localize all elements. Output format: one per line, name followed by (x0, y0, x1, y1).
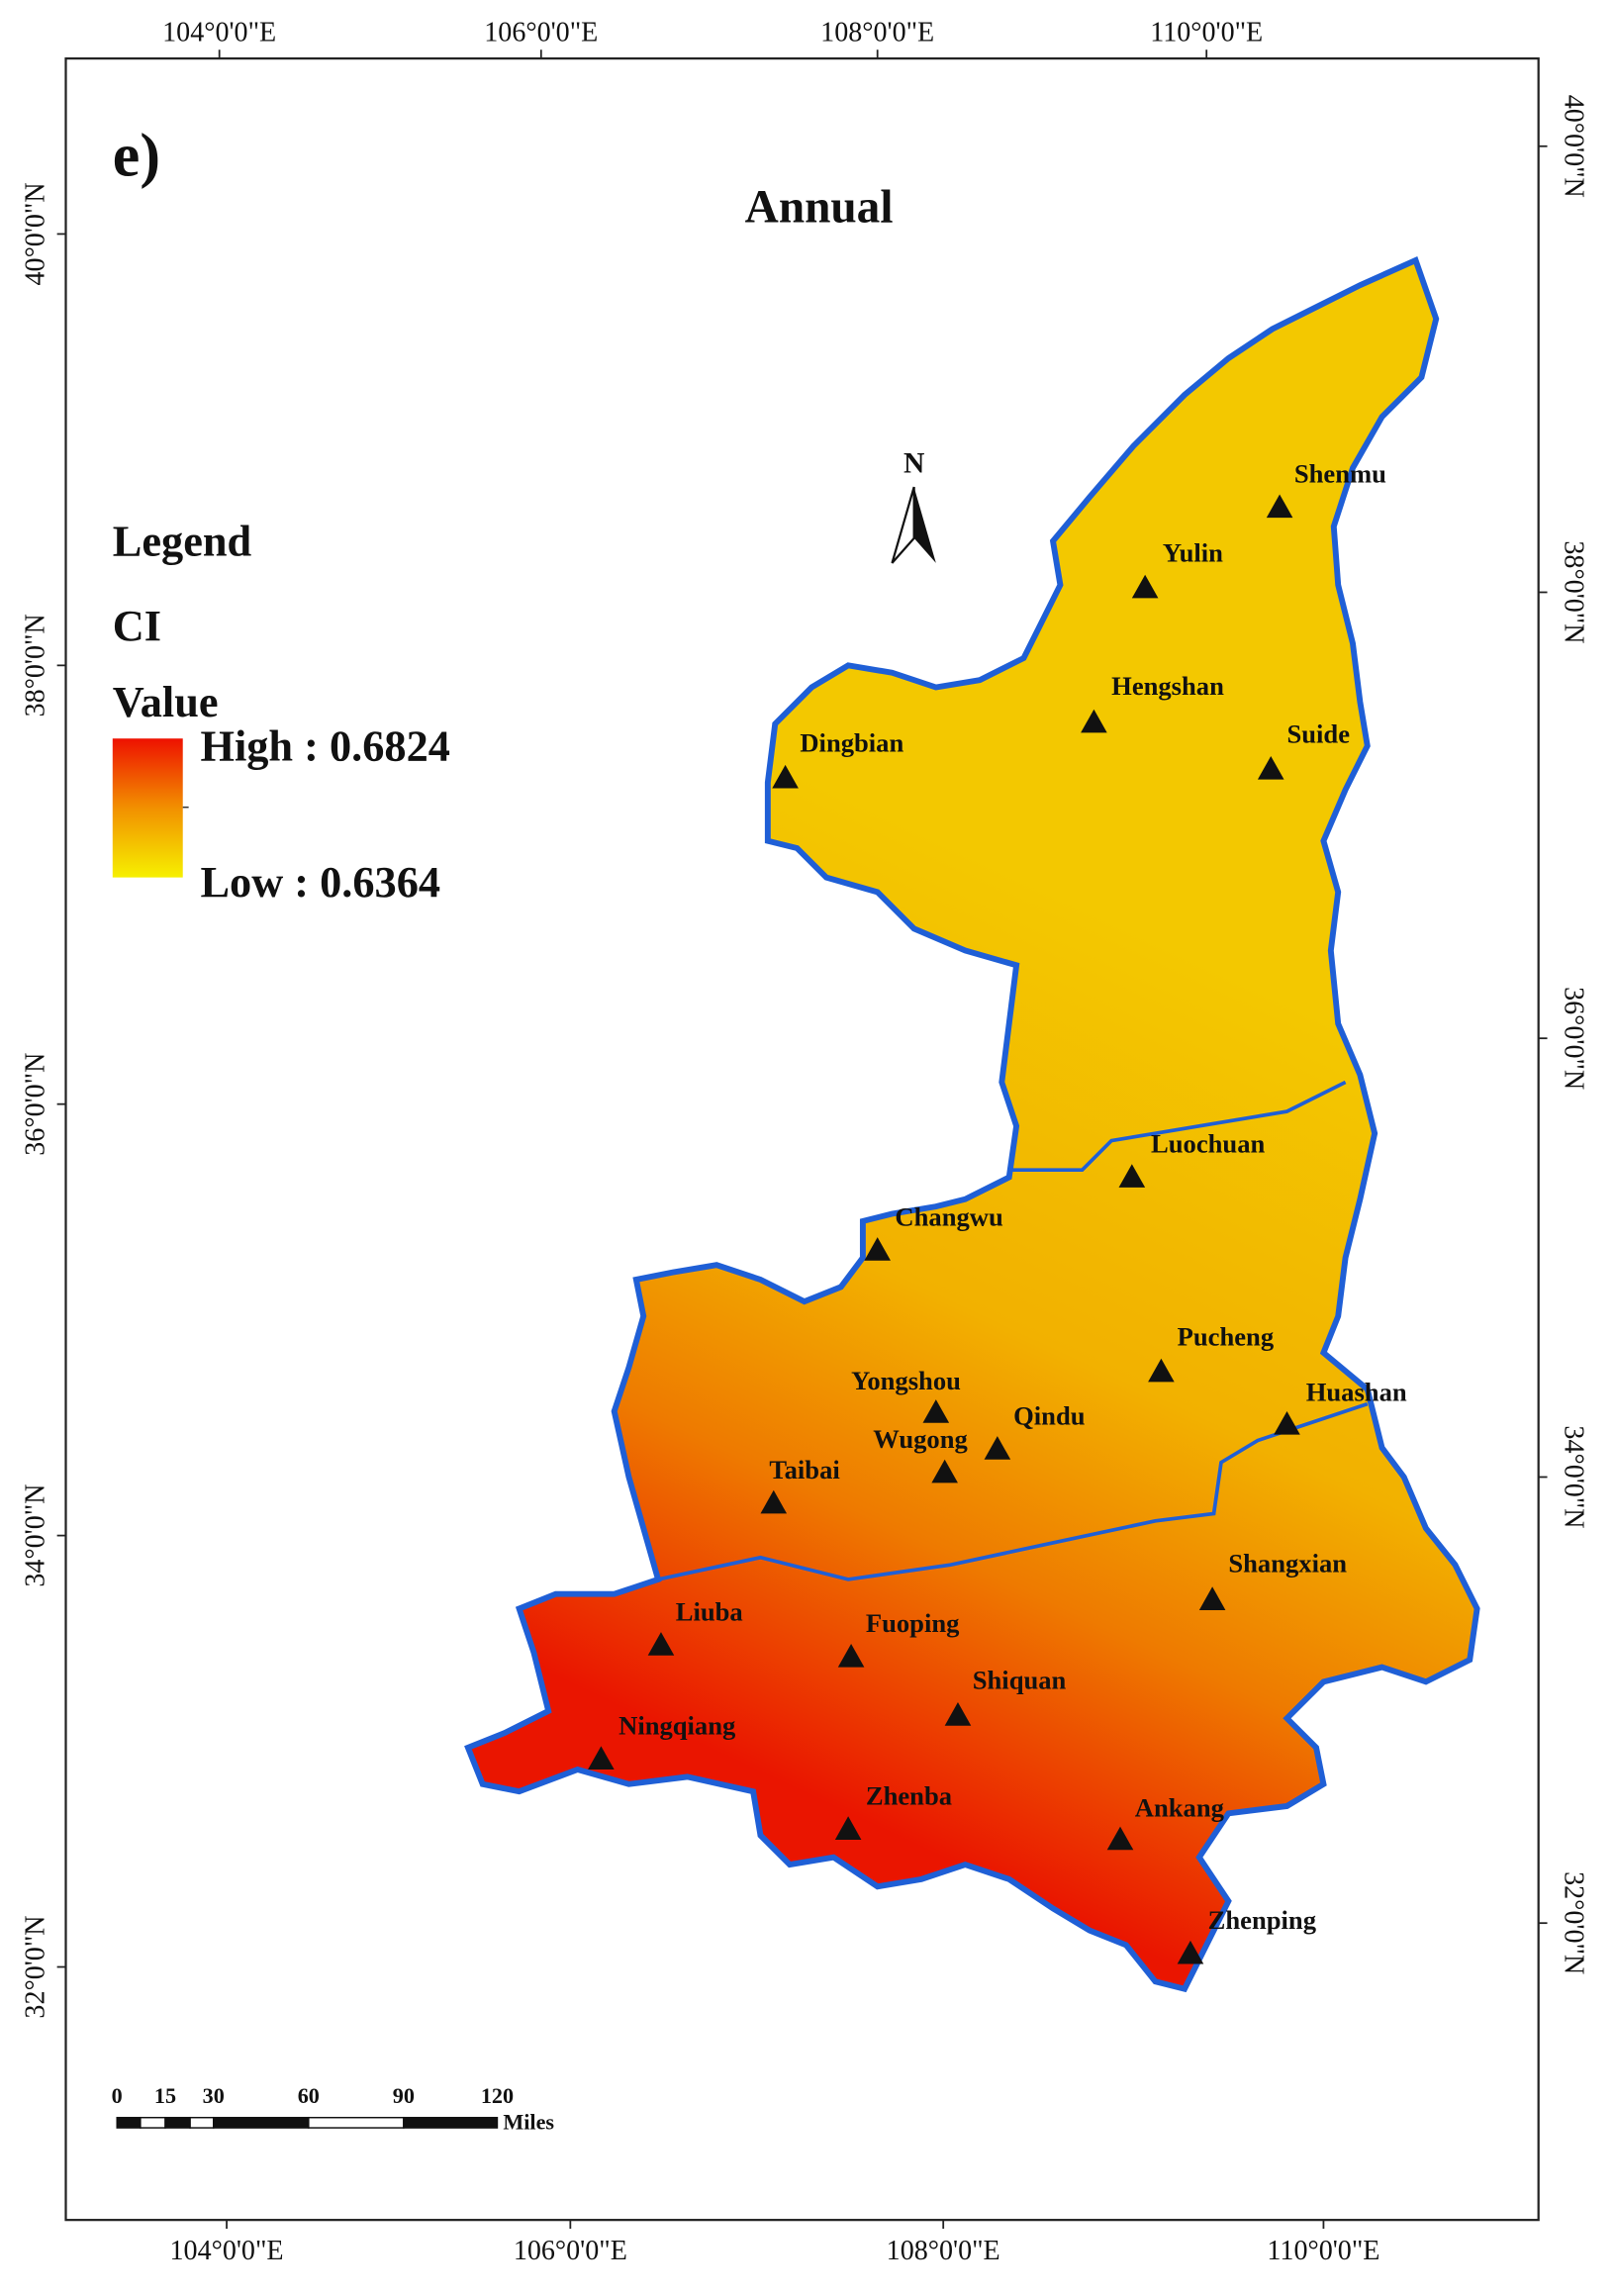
station-marker (1266, 494, 1293, 519)
scale-label: 90 (393, 2083, 415, 2108)
station-label: Shangxian (1228, 1549, 1347, 1578)
station-marker (1081, 709, 1107, 733)
scale-label: 60 (298, 2083, 320, 2108)
station-marker (922, 1399, 950, 1423)
north-label: N (903, 447, 924, 479)
station-label: Yongshou (851, 1366, 961, 1395)
station-marker (588, 1746, 615, 1770)
graticule-label: 104°0'0"E (170, 2236, 284, 2266)
station-label: Taibai (769, 1455, 839, 1484)
station-marker (1106, 1826, 1134, 1851)
station-label: Liuba (676, 1596, 743, 1626)
station-label: Dingbian (800, 728, 903, 758)
graticule-label: 36°0'0"N (1558, 987, 1588, 1090)
legend-field: Value (113, 677, 219, 726)
station-label: Yulin (1163, 537, 1223, 567)
north-arrow: N (891, 447, 936, 564)
scale-label: 30 (203, 2083, 225, 2108)
station-marker (772, 764, 799, 789)
station-label: Suide (1286, 719, 1350, 749)
scale-label: 0 (112, 2083, 123, 2108)
station-label: Ningqiang (618, 1711, 736, 1741)
station-label: Pucheng (1178, 1321, 1275, 1351)
province (468, 260, 1477, 1989)
station-marker (1148, 1358, 1175, 1383)
station-marker (1177, 1940, 1204, 1964)
station-marker (834, 1816, 862, 1840)
stations: Shenmu Yulin Hengshan Suide Dingbian Luochuan… (588, 459, 1407, 1964)
scale-segment (403, 2116, 499, 2129)
legend-low: Low : 0.6364 (200, 857, 440, 907)
scale-segment (116, 2116, 142, 2129)
graticule-label: 38°0'0"N (20, 614, 50, 717)
panel-label: e) (113, 122, 160, 189)
station-marker (1257, 755, 1284, 780)
graticule-labels: 104°0'0"E 106°0'0"E 108°0'0"E 110°0'0"E 104°… (20, 17, 1588, 2266)
station-label: Ankang (1135, 1792, 1225, 1822)
station-label: Hengshan (1111, 671, 1224, 701)
scale-segment (164, 2116, 191, 2129)
scale-segment (213, 2116, 310, 2129)
graticule-label: 32°0'0"N (1558, 1871, 1588, 1974)
station-marker (1118, 1164, 1146, 1188)
graticule-label: 106°0'0"E (514, 2236, 627, 2266)
graticule-label: 34°0'0"N (1558, 1425, 1588, 1528)
station-marker (1274, 1410, 1300, 1435)
station-label: Shiquan (973, 1666, 1067, 1695)
graticule-label: 32°0'0"N (20, 1915, 50, 2018)
station-label: Qindu (1013, 1400, 1086, 1430)
station-marker (931, 1459, 958, 1483)
station-label: Huashan (1306, 1378, 1407, 1407)
map-frame (64, 57, 1540, 2222)
station-label: Zhenping (1208, 1905, 1317, 1935)
map-title: Annual (745, 182, 894, 234)
station-label: Shenmu (1294, 459, 1386, 489)
station-marker (864, 1237, 891, 1261)
station-label: Changwu (895, 1201, 1003, 1231)
station-marker (984, 1436, 1011, 1460)
scale-label: 15 (154, 2083, 176, 2108)
station-marker (1198, 1586, 1226, 1610)
color-ramp (112, 738, 183, 878)
legend-heading: Legend (113, 517, 252, 566)
legend: Legend CI Value High : 0.6824 Low : 0.63… (112, 517, 450, 907)
graticule-label: 106°0'0"E (484, 17, 598, 48)
station-marker (837, 1643, 865, 1668)
station-marker (1131, 574, 1159, 599)
graticule-label: 36°0'0"N (20, 1053, 50, 1156)
legend-high: High : 0.6824 (200, 720, 449, 770)
region-border (657, 1401, 1369, 1581)
station-label: Fuoping (866, 1608, 960, 1638)
graticule-label: 108°0'0"E (820, 17, 934, 48)
frame-ticks (56, 49, 1548, 2230)
station-label: Zhenba (866, 1780, 952, 1810)
graticule-label: 104°0'0"E (162, 17, 276, 48)
region-border (1008, 1080, 1347, 1173)
station-marker (760, 1489, 788, 1514)
graticule-label: 110°0'0"E (1150, 17, 1263, 48)
scale-segment (189, 2116, 215, 2129)
scale-unit: Miles (503, 2110, 554, 2135)
legend-layer: CI (113, 601, 161, 650)
arrow-half (913, 487, 936, 563)
station-label: Wugong (873, 1424, 968, 1454)
station-marker (647, 1632, 675, 1656)
scale-segment (308, 2116, 405, 2129)
graticule-label: 40°0'0"N (20, 182, 50, 285)
graticule-label: 110°0'0"E (1267, 2236, 1379, 2266)
scale-segment (140, 2116, 166, 2129)
arrow-half (891, 486, 915, 564)
graticule-label: 108°0'0"E (887, 2236, 1000, 2266)
scale-label: 120 (481, 2083, 514, 2108)
station-marker (944, 1702, 972, 1726)
graticule-label: 38°0'0"N (1558, 540, 1588, 643)
graticule-label: 40°0'0"N (1558, 95, 1588, 198)
station-label: Luochuan (1151, 1128, 1265, 1158)
graticule-label: 34°0'0"N (20, 1484, 50, 1587)
